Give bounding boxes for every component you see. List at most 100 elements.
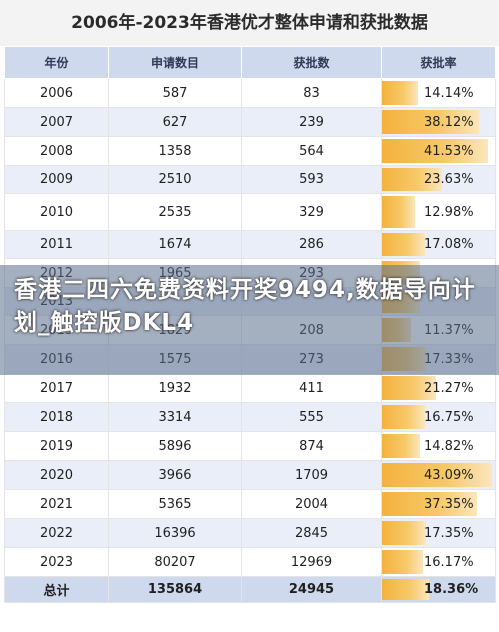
rate-bar xyxy=(382,521,427,545)
total-row: 总计 135864 24945 18.36% xyxy=(4,576,496,603)
table-row: 2006 587 83 14.14% xyxy=(4,78,496,108)
rate-value: 16.75% xyxy=(424,409,474,425)
cell-approved: 83 xyxy=(241,78,382,108)
cell-approved: 239 xyxy=(241,107,382,137)
rate-bar xyxy=(382,434,420,458)
cell-year: 2010 xyxy=(4,193,109,231)
table-row: 2017 1932 411 21.27% xyxy=(4,373,496,403)
table-row: 2007 627 239 38.12% xyxy=(4,107,496,137)
cell-approved: 411 xyxy=(241,373,382,403)
cell-rate: 16.75% xyxy=(381,402,496,432)
rate-bar xyxy=(382,139,488,163)
cell-apply: 1674 xyxy=(108,230,242,259)
total-rate: 18.36% xyxy=(381,576,496,603)
cell-rate: 14.82% xyxy=(381,431,496,461)
cell-approved: 1709 xyxy=(241,460,382,490)
cell-rate: 14.14% xyxy=(381,78,496,108)
total-apply: 135864 xyxy=(108,576,242,603)
rate-value: 14.14% xyxy=(424,85,474,101)
cell-apply: 5365 xyxy=(108,489,242,519)
header-row: 年份 申请数目 获批数 获批率 xyxy=(4,46,496,79)
table-row: 2021 5365 2004 37.35% xyxy=(4,489,496,519)
cell-apply: 2535 xyxy=(108,193,242,231)
header-rate: 获批率 xyxy=(381,46,496,79)
cell-rate: 38.12% xyxy=(381,107,496,137)
cell-apply: 3314 xyxy=(108,402,242,432)
rate-value: 16.17% xyxy=(424,554,474,570)
table-row: 2022 16396 2845 17.35% xyxy=(4,518,496,548)
rate-value: 14.82% xyxy=(424,438,474,454)
rate-bar xyxy=(382,196,416,228)
total-approved: 24945 xyxy=(241,576,382,603)
cell-rate: 16.17% xyxy=(381,547,496,577)
table-row: 2018 3314 555 16.75% xyxy=(4,402,496,432)
cell-rate: 37.35% xyxy=(381,489,496,519)
rate-bar xyxy=(382,492,478,516)
cell-rate: 21.27% xyxy=(381,373,496,403)
cell-apply: 1932 xyxy=(108,373,242,403)
table-title: 2006年-2023年香港优才整体申请和获批数据 xyxy=(0,0,499,46)
watermark-band xyxy=(0,265,499,375)
rate-value: 23.63% xyxy=(424,172,474,187)
cell-year: 2008 xyxy=(4,136,109,166)
rate-value: 17.08% xyxy=(424,237,474,252)
rate-value: 38.12% xyxy=(424,114,474,130)
cell-approved: 2004 xyxy=(241,489,382,519)
rate-bar xyxy=(382,376,437,400)
cell-rate: 41.53% xyxy=(381,136,496,166)
cell-apply: 587 xyxy=(108,78,242,108)
cell-rate: 12.98% xyxy=(381,193,496,231)
cell-rate: 17.08% xyxy=(381,230,496,259)
header-apply: 申请数目 xyxy=(108,46,242,79)
cell-rate: 23.63% xyxy=(381,165,496,194)
cell-year: 2018 xyxy=(4,402,109,432)
rate-value: 18.36% xyxy=(424,582,479,597)
rate-bar xyxy=(382,233,426,256)
cell-approved: 12969 xyxy=(241,547,382,577)
cell-year: 2019 xyxy=(4,431,109,461)
table-row: 2010 2535 329 12.98% xyxy=(4,193,496,231)
cell-year: 2023 xyxy=(4,547,109,577)
cell-rate: 17.35% xyxy=(381,518,496,548)
total-label: 总计 xyxy=(4,576,109,603)
cell-approved: 874 xyxy=(241,431,382,461)
cell-year: 2006 xyxy=(4,78,109,108)
rate-bar xyxy=(382,81,418,105)
cell-apply: 80207 xyxy=(108,547,242,577)
cell-year: 2009 xyxy=(4,165,109,194)
rate-bar xyxy=(382,405,425,429)
cell-year: 2020 xyxy=(4,460,109,490)
rate-value: 21.27% xyxy=(424,380,474,396)
table-row: 2020 3966 1709 43.09% xyxy=(4,460,496,490)
rate-bar xyxy=(382,463,492,487)
cell-approved: 593 xyxy=(241,165,382,194)
cell-approved: 2845 xyxy=(241,518,382,548)
table-row: 2008 1358 564 41.53% xyxy=(4,136,496,166)
cell-apply: 3966 xyxy=(108,460,242,490)
table-row: 2009 2510 593 23.63% xyxy=(4,165,496,194)
cell-year: 2017 xyxy=(4,373,109,403)
cell-year: 2007 xyxy=(4,107,109,137)
rate-value: 37.35% xyxy=(424,496,474,512)
cell-apply: 1358 xyxy=(108,136,242,166)
watermark-text: 香港二四六免费资料开奖9494,数据导向计划_触控版DKL4 xyxy=(14,277,476,336)
rate-value: 17.35% xyxy=(424,525,474,541)
cell-apply: 5896 xyxy=(108,431,242,461)
rate-bar xyxy=(382,168,443,191)
rate-bar xyxy=(382,550,424,574)
rate-value: 12.98% xyxy=(424,204,474,220)
table-row: 2019 5896 874 14.82% xyxy=(4,431,496,461)
rate-bar xyxy=(382,579,429,600)
header-approved: 获批数 xyxy=(241,46,382,79)
rate-value: 41.53% xyxy=(424,143,474,159)
cell-approved: 329 xyxy=(241,193,382,231)
cell-approved: 286 xyxy=(241,230,382,259)
cell-rate: 43.09% xyxy=(381,460,496,490)
rate-bar xyxy=(382,110,480,134)
cell-year: 2022 xyxy=(4,518,109,548)
cell-approved: 555 xyxy=(241,402,382,432)
rate-value: 43.09% xyxy=(424,467,474,483)
cell-apply: 16396 xyxy=(108,518,242,548)
header-year: 年份 xyxy=(4,46,109,79)
cell-apply: 2510 xyxy=(108,165,242,194)
